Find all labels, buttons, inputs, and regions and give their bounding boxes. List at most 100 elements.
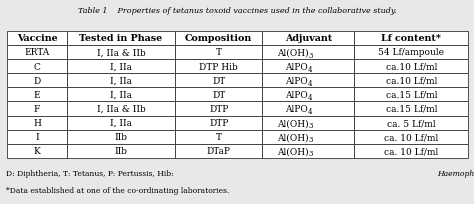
Bar — [262, 116, 355, 130]
Bar — [7, 32, 67, 46]
Bar — [7, 74, 67, 88]
Text: IIb: IIb — [115, 147, 128, 156]
Text: 3: 3 — [308, 136, 313, 144]
Bar — [355, 74, 468, 88]
Text: DTP: DTP — [209, 119, 228, 128]
Text: AlPO: AlPO — [285, 62, 308, 71]
Bar — [7, 88, 67, 102]
Bar — [175, 116, 262, 130]
Bar — [7, 144, 67, 158]
Bar — [175, 144, 262, 158]
Bar — [7, 102, 67, 116]
Text: 3: 3 — [308, 51, 313, 59]
Text: I: I — [35, 133, 39, 142]
Text: Al(OH): Al(OH) — [277, 48, 308, 57]
Bar — [355, 60, 468, 74]
Text: DT: DT — [212, 90, 225, 99]
Text: Lf content*: Lf content* — [382, 34, 441, 43]
Text: D: D — [33, 76, 41, 85]
Text: ca.15 Lf/ml: ca.15 Lf/ml — [385, 90, 437, 99]
Text: C: C — [34, 62, 40, 71]
Text: DT: DT — [212, 76, 225, 85]
Bar — [175, 102, 262, 116]
Text: DTP: DTP — [209, 104, 228, 113]
Text: AlPO: AlPO — [285, 76, 308, 85]
Bar — [67, 60, 175, 74]
Bar — [7, 46, 67, 60]
Bar — [355, 88, 468, 102]
Text: D: Diphtheria, T: Tetanus, P: Pertussis, Hib:: D: Diphtheria, T: Tetanus, P: Pertussis,… — [6, 169, 176, 177]
Text: ca. 5 Lf/ml: ca. 5 Lf/ml — [387, 119, 436, 128]
Text: Al(OH): Al(OH) — [277, 147, 308, 156]
Bar — [262, 88, 355, 102]
Bar — [262, 130, 355, 144]
Bar — [175, 130, 262, 144]
Bar — [355, 32, 468, 46]
Text: ca. 10 Lf/ml: ca. 10 Lf/ml — [384, 133, 438, 142]
Text: T: T — [216, 133, 222, 142]
Bar — [67, 74, 175, 88]
Text: ca. 10 Lf/ml: ca. 10 Lf/ml — [384, 147, 438, 156]
Text: AlPO: AlPO — [285, 104, 308, 113]
Bar — [175, 60, 262, 74]
Bar — [67, 32, 175, 46]
Text: Tested in Phase: Tested in Phase — [80, 34, 163, 43]
Text: I, IIa: I, IIa — [110, 76, 132, 85]
Bar — [67, 116, 175, 130]
Bar — [175, 88, 262, 102]
Bar — [262, 144, 355, 158]
Text: Table 1    Properties of tetanus toxoid vaccines used in the collaborative study: Table 1 Properties of tetanus toxoid vac… — [78, 7, 396, 15]
Text: ca.10 Lf/ml: ca.10 Lf/ml — [386, 76, 437, 85]
Bar — [355, 144, 468, 158]
Text: K: K — [34, 147, 40, 156]
Bar — [355, 102, 468, 116]
Bar — [262, 46, 355, 60]
Text: AlPO: AlPO — [285, 90, 308, 99]
Text: I, IIa: I, IIa — [110, 62, 132, 71]
Text: Al(OH): Al(OH) — [277, 119, 308, 128]
Text: ca.15 Lf/ml: ca.15 Lf/ml — [385, 104, 437, 113]
Text: H: H — [33, 119, 41, 128]
Bar — [175, 74, 262, 88]
Text: DTaP: DTaP — [207, 147, 231, 156]
Text: T: T — [216, 48, 222, 57]
Text: I, IIa & IIb: I, IIa & IIb — [97, 48, 146, 57]
Text: IIb: IIb — [115, 133, 128, 142]
Text: 4: 4 — [308, 93, 313, 101]
Text: Al(OH): Al(OH) — [277, 133, 308, 142]
Bar — [262, 60, 355, 74]
Bar — [175, 46, 262, 60]
Bar — [7, 116, 67, 130]
Text: E: E — [34, 90, 40, 99]
Text: Composition: Composition — [185, 34, 252, 43]
Text: DTP Hib: DTP Hib — [200, 62, 238, 71]
Bar — [7, 60, 67, 74]
Text: *Data established at one of the co-ordinating laboratories.: *Data established at one of the co-ordin… — [6, 186, 229, 194]
Text: I, IIa: I, IIa — [110, 90, 132, 99]
Bar — [67, 88, 175, 102]
Bar — [355, 46, 468, 60]
Text: I, IIa: I, IIa — [110, 119, 132, 128]
Text: 54 Lf/ampoule: 54 Lf/ampoule — [378, 48, 444, 57]
Text: ca.10 Lf/ml: ca.10 Lf/ml — [386, 62, 437, 71]
Text: 4: 4 — [308, 65, 313, 73]
Bar — [67, 46, 175, 60]
Text: Adjuvant: Adjuvant — [284, 34, 332, 43]
Bar — [355, 116, 468, 130]
Bar — [175, 32, 262, 46]
Bar — [262, 32, 355, 46]
Text: 3: 3 — [308, 150, 313, 157]
Text: ERTA: ERTA — [24, 48, 50, 57]
Bar — [67, 102, 175, 116]
Text: 4: 4 — [308, 79, 313, 87]
Bar — [262, 74, 355, 88]
Bar — [262, 102, 355, 116]
Text: Haemophilus influenzae: Haemophilus influenzae — [437, 169, 474, 177]
Bar — [67, 130, 175, 144]
Bar — [7, 130, 67, 144]
Text: I, IIa & IIb: I, IIa & IIb — [97, 104, 146, 113]
Bar — [355, 130, 468, 144]
Text: 4: 4 — [308, 108, 313, 115]
Text: Vaccine: Vaccine — [17, 34, 57, 43]
Text: F: F — [34, 104, 40, 113]
